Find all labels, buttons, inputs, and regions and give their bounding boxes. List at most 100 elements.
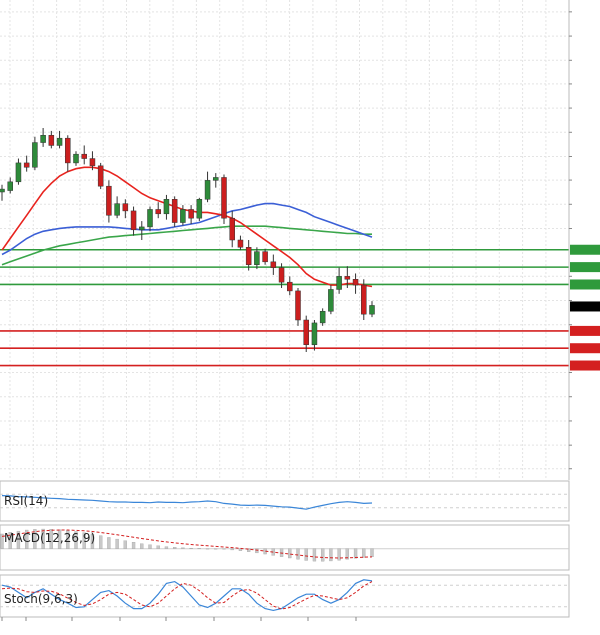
ma-blue-line [1,202,373,256]
candle-body [287,281,293,292]
x-axis [1,617,357,621]
level-price-box [570,343,600,354]
candle-body [48,135,55,146]
candle-body [114,203,120,216]
candle-body [213,177,219,181]
candle-body [163,199,170,215]
candle-body [97,165,104,187]
macd-bar [345,548,349,560]
macd-bar [189,547,193,549]
macd-panel: MACD(12,26,9) [0,524,570,571]
macd-bar [197,548,201,550]
current-price-box [570,301,600,312]
macd-bar [230,548,234,551]
macd-bar [353,548,358,559]
macd-bar [362,548,366,558]
macd-bar [107,537,111,549]
macd-bar [321,548,325,562]
macd-bar [16,530,21,549]
candle-body [23,162,30,168]
macd-bar [329,548,333,562]
macd-bar [312,548,317,562]
macd-bar [99,535,103,549]
macd-label: MACD(12,26,9) [4,531,95,545]
candle-body [328,289,334,312]
candle-body [204,180,211,200]
candle-body [89,158,96,167]
candle-body [270,261,277,268]
macd-signal-line [1,529,373,559]
macd-bar [33,529,37,549]
candle-body [155,209,161,215]
level-price-box [570,360,600,371]
stoch-k-line [1,579,373,612]
candle-body [352,279,359,286]
candle-body [278,267,285,283]
macd-bar [247,548,251,552]
candle-body [122,203,129,212]
macd-bar [156,545,160,549]
candle-body [336,276,342,290]
macd-bar [288,548,292,559]
rsi-panel: RSI(14) [0,480,570,522]
macd-bar [173,547,177,549]
candle-body [311,322,318,345]
macd-bar [74,531,78,549]
macd-bar [296,548,300,560]
ma-green-line [1,225,372,266]
candle-body [229,217,235,241]
candle-body [221,177,227,219]
candle-body [7,181,13,191]
macd-bar [205,548,210,550]
level-price-box [570,262,600,273]
macd-bar [140,543,144,549]
macd-bar [0,533,4,549]
candle-body [130,210,137,231]
level-price-box [570,279,600,290]
macd-bar [222,548,226,550]
level-price-box [570,244,600,255]
macd-bar [8,532,12,549]
candle-body [344,276,351,280]
ma-red-line [1,166,373,288]
candle-body [254,251,260,265]
candle-body [73,153,79,164]
candle-body [196,199,203,219]
stoch-panel: Stoch(9,6,3) [0,574,570,618]
main-panel [0,0,600,480]
macd-bar [123,540,127,549]
macd-bar [337,548,341,561]
candle-body [147,209,153,228]
candle-body [139,226,145,231]
level-price-box [570,325,600,336]
macd-bar [115,538,119,549]
macd-bar [304,548,308,561]
candle-body [188,209,194,219]
macd-bar [148,544,152,549]
candle-body [32,142,38,168]
macd-bar [370,548,374,558]
macd-bar [131,542,136,549]
macd-bar [214,548,218,550]
macd-bar [90,533,95,549]
candle-body [303,319,309,345]
macd-bar [66,530,70,549]
macd-bar [25,529,29,549]
stoch-label: Stoch(9,6,3) [4,592,78,606]
candle-body [106,185,112,216]
macd-bar [255,548,259,554]
candle-body [237,239,244,248]
macd-bar [82,532,86,549]
candle-body [245,247,252,265]
candle-body [171,199,178,223]
candle-body [369,305,375,315]
candle-body [56,137,63,146]
candle-body [0,188,5,193]
rsi-line [1,495,373,510]
candle-body [81,153,87,159]
macd-bar [49,529,53,549]
rsi-label: RSI(14) [4,494,48,508]
candle-body [361,284,367,315]
macd-bar [41,528,45,549]
